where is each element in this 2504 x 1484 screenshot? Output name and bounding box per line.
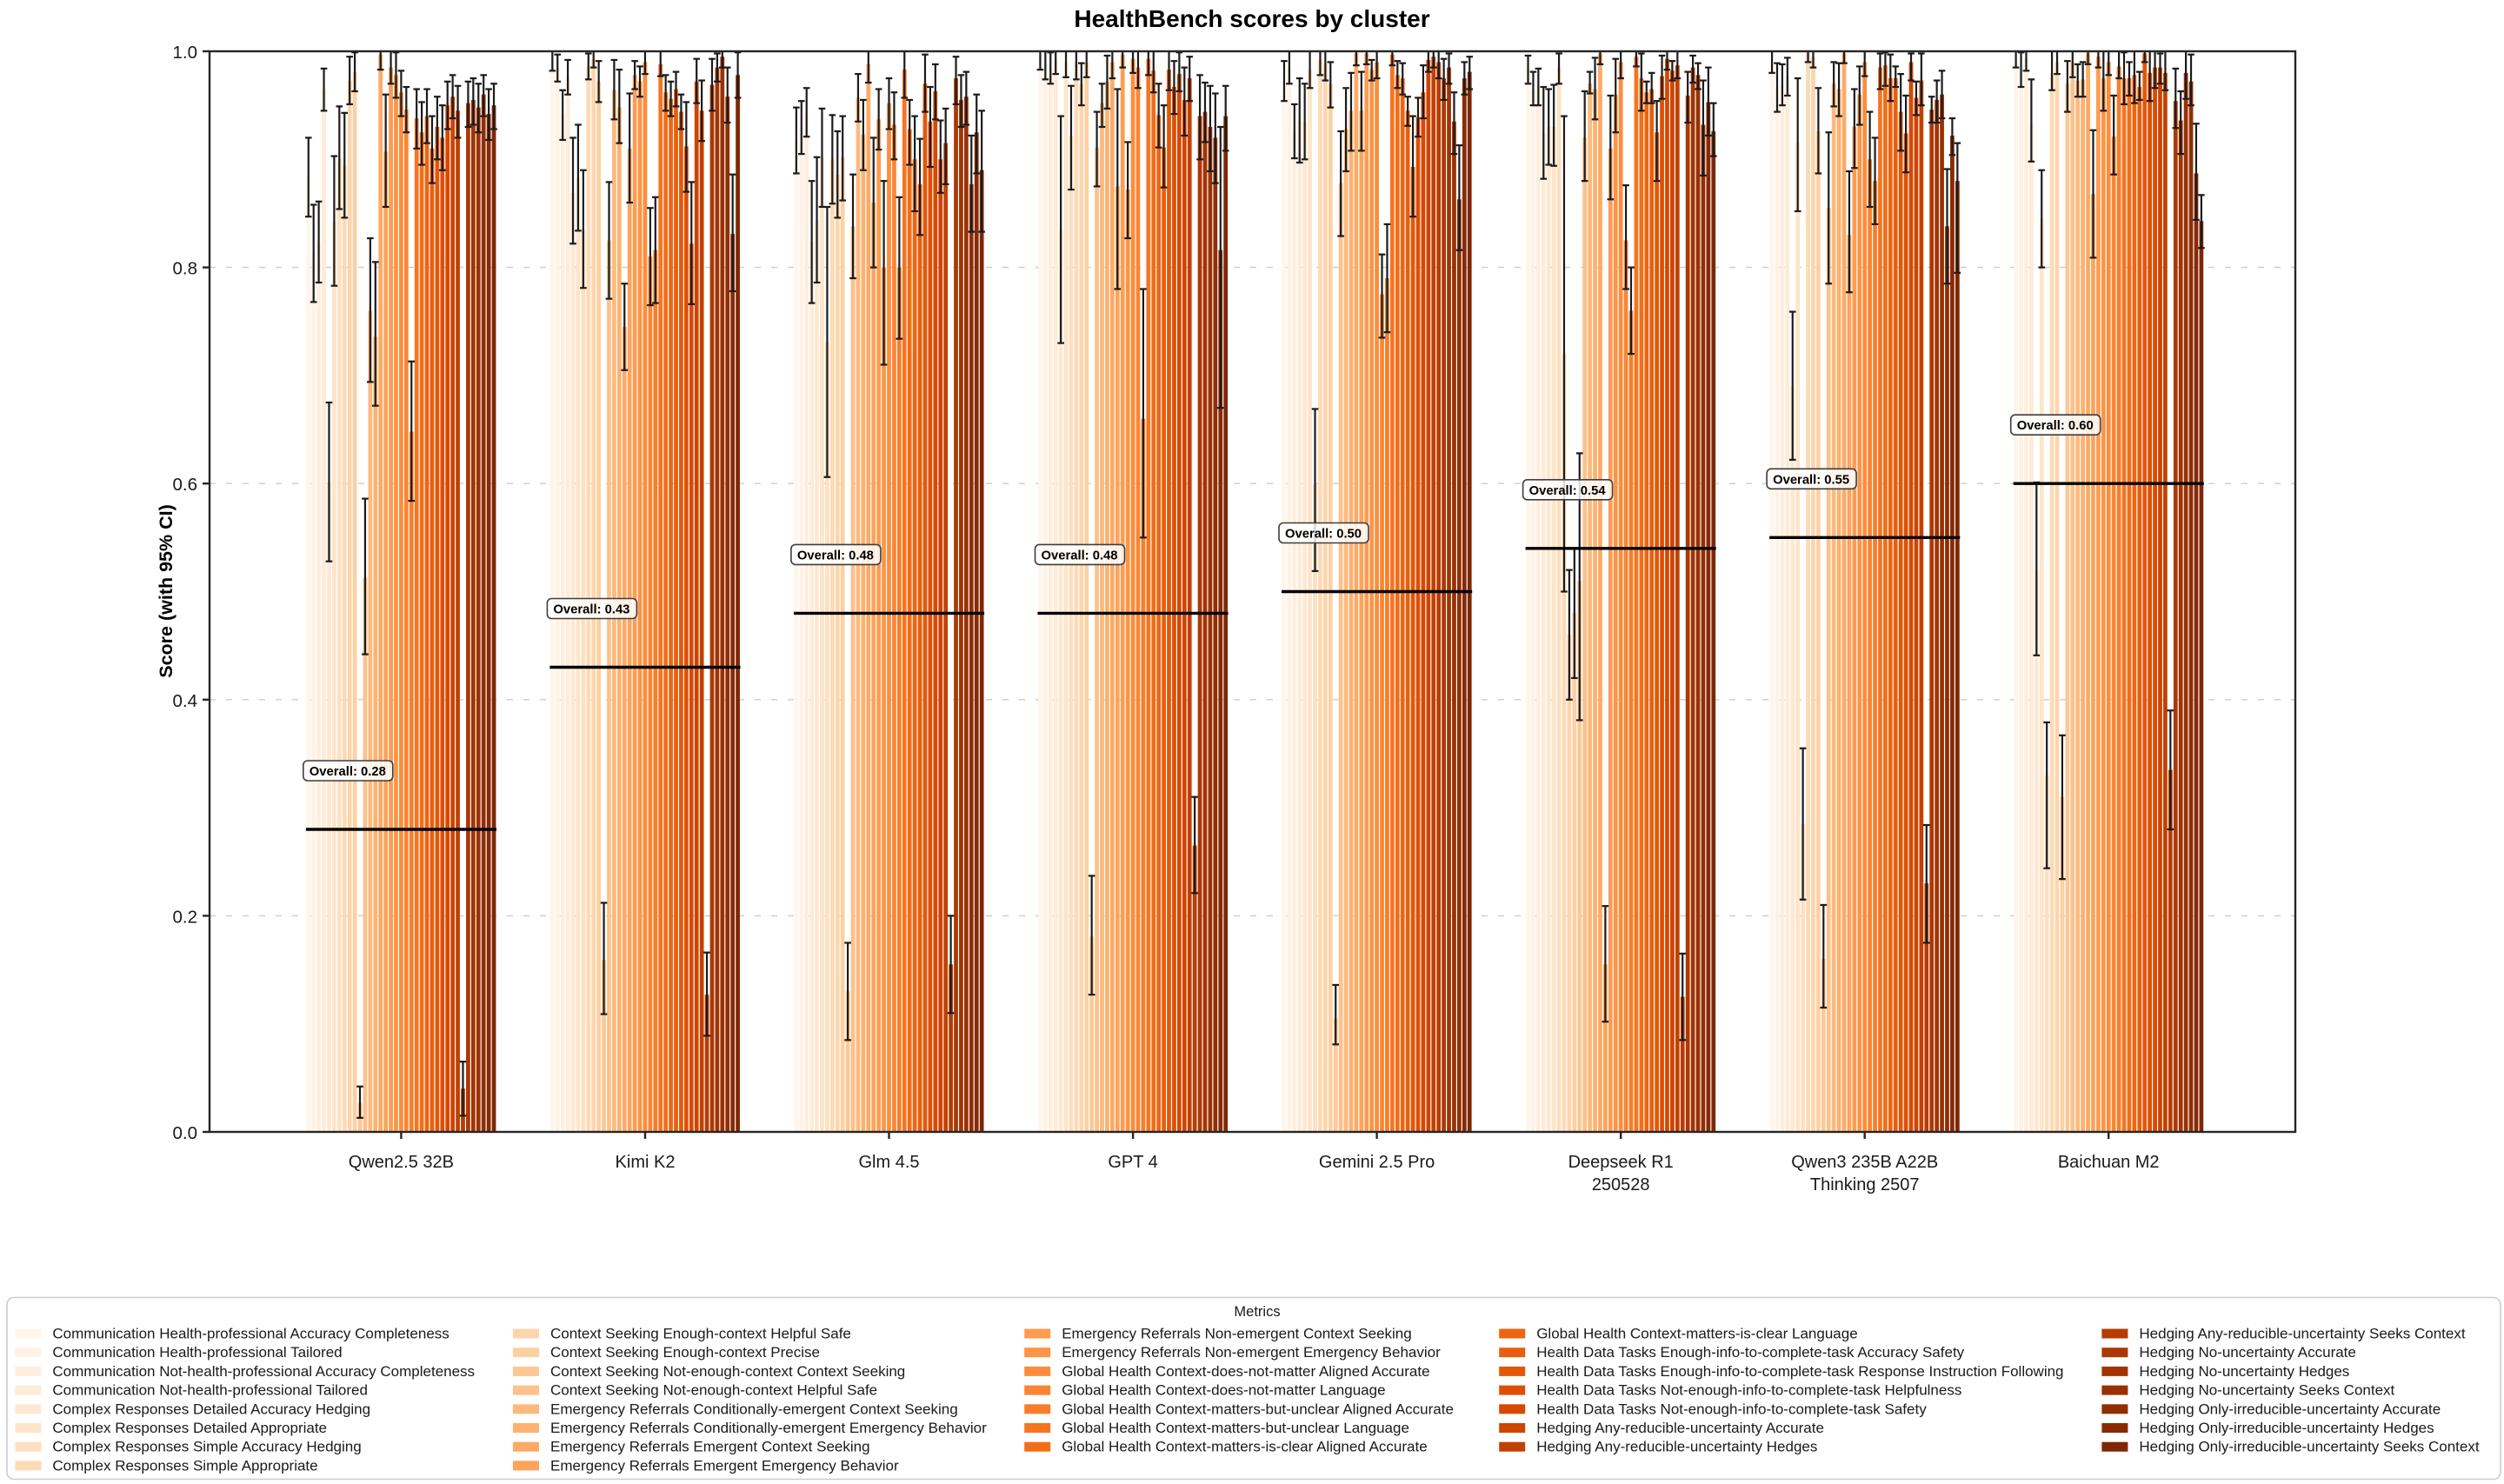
svg-text:Context Seeking Not-enough-con: Context Seeking Not-enough-context Helpf… (550, 1382, 877, 1399)
svg-text:Communication Health-professio: Communication Health-professional Tailor… (52, 1344, 342, 1361)
svg-text:Hedging No-uncertainty Accurat: Hedging No-uncertainty Accurate (2139, 1344, 2355, 1361)
svg-text:Overall: 0.55: Overall: 0.55 (1773, 473, 1849, 487)
svg-text:0.0: 0.0 (173, 1123, 198, 1143)
svg-text:Overall: 0.43: Overall: 0.43 (553, 603, 629, 617)
svg-text:Health Data Tasks Enough-info-: Health Data Tasks Enough-info-to-complet… (1536, 1344, 1964, 1361)
svg-text:Complex Responses Detailed App: Complex Responses Detailed Appropriate (52, 1420, 327, 1436)
svg-text:Emergency Referrals Conditiona: Emergency Referrals Conditionally-emerge… (550, 1401, 958, 1417)
svg-text:Hedging Only-irreducible-uncer: Hedging Only-irreducible-uncertainty Hed… (2139, 1420, 2434, 1436)
svg-text:Hedging Only-irreducible-uncer: Hedging Only-irreducible-uncertainty Acc… (2139, 1401, 2441, 1417)
svg-text:250528: 250528 (1592, 1175, 1650, 1195)
svg-text:Emergency Referrals Emergent E: Emergency Referrals Emergent Emergency B… (550, 1457, 899, 1474)
svg-text:Qwen2.5 32B: Qwen2.5 32B (349, 1153, 454, 1172)
svg-text:Baichuan M2: Baichuan M2 (2058, 1153, 2160, 1172)
svg-text:Complex Responses Simple Appro: Complex Responses Simple Appropriate (52, 1457, 317, 1474)
svg-text:Overall: 0.48: Overall: 0.48 (797, 549, 874, 562)
svg-text:Emergency Referrals Non-emerge: Emergency Referrals Non-emergent Emergen… (1062, 1344, 1441, 1361)
svg-text:Score (with 95% CI): Score (with 95% CI) (156, 504, 176, 678)
svg-text:0.2: 0.2 (173, 907, 198, 927)
svg-text:Emergency Referrals Non-emerge: Emergency Referrals Non-emergent Context… (1062, 1326, 1412, 1342)
svg-text:Health Data Tasks Enough-info-: Health Data Tasks Enough-info-to-complet… (1536, 1363, 2063, 1380)
svg-text:Qwen3 235B A22B: Qwen3 235B A22B (1791, 1153, 1938, 1172)
svg-text:Context Seeking Enough-context: Context Seeking Enough-context Helpful S… (550, 1326, 851, 1342)
svg-text:Overall: 0.28: Overall: 0.28 (310, 765, 386, 779)
svg-text:Emergency Referrals Conditiona: Emergency Referrals Conditionally-emerge… (550, 1420, 987, 1436)
svg-text:Health Data Tasks Not-enough-i: Health Data Tasks Not-enough-info-to-com… (1536, 1382, 1961, 1399)
svg-text:Hedging No-uncertainty Seeks C: Hedging No-uncertainty Seeks Context (2139, 1382, 2394, 1399)
svg-text:Complex Responses Detailed Acc: Complex Responses Detailed Accuracy Hedg… (52, 1401, 370, 1417)
svg-text:Communication Health-professio: Communication Health-professional Accura… (52, 1326, 449, 1342)
svg-text:GPT 4: GPT 4 (1108, 1153, 1157, 1172)
svg-text:Health Data Tasks Not-enough-i: Health Data Tasks Not-enough-info-to-com… (1536, 1401, 1927, 1417)
svg-text:Global Health Context-does-not: Global Health Context-does-not-matter La… (1062, 1382, 1385, 1399)
svg-text:Global Health Context-does-not: Global Health Context-does-not-matter Al… (1062, 1363, 1429, 1380)
svg-text:Complex Responses Simple Accur: Complex Responses Simple Accuracy Hedgin… (52, 1439, 361, 1455)
svg-text:Overall: 0.48: Overall: 0.48 (1042, 549, 1118, 562)
svg-text:Metrics: Metrics (1234, 1304, 1280, 1320)
svg-text:Kimi K2: Kimi K2 (616, 1153, 676, 1172)
svg-text:Global Health Context-matters-: Global Health Context-matters-but-unclea… (1062, 1420, 1409, 1436)
svg-text:0.6: 0.6 (173, 475, 198, 495)
svg-text:Emergency Referrals Emergent C: Emergency Referrals Emergent Context See… (550, 1439, 870, 1455)
svg-text:0.8: 0.8 (173, 259, 198, 279)
svg-text:Context Seeking Not-enough-con: Context Seeking Not-enough-context Conte… (550, 1363, 905, 1380)
svg-text:Overall: 0.50: Overall: 0.50 (1285, 528, 1362, 542)
svg-text:Context Seeking Enough-context: Context Seeking Enough-context Precise (550, 1344, 820, 1361)
svg-text:Thinking 2507: Thinking 2507 (1810, 1175, 1920, 1195)
svg-text:1.0: 1.0 (173, 43, 198, 63)
svg-text:Global Health Context-matters-: Global Health Context-matters-is-clear L… (1536, 1326, 1857, 1342)
svg-text:HealthBench scores by cluster: HealthBench scores by cluster (1074, 5, 1429, 32)
svg-text:Gemini 2.5 Pro: Gemini 2.5 Pro (1319, 1153, 1435, 1172)
svg-text:Communication Not-health-profe: Communication Not-health-professional Ac… (52, 1363, 475, 1380)
svg-text:Global Health Context-matters-: Global Health Context-matters-is-clear A… (1062, 1439, 1427, 1455)
svg-text:Overall: 0.54: Overall: 0.54 (1529, 484, 1607, 498)
svg-text:Deepseek R1: Deepseek R1 (1568, 1153, 1674, 1172)
svg-text:Global Health Context-matters-: Global Health Context-matters-but-unclea… (1062, 1401, 1454, 1417)
svg-text:Hedging Only-irreducible-uncer: Hedging Only-irreducible-uncertainty See… (2139, 1439, 2479, 1455)
svg-text:0.4: 0.4 (173, 691, 198, 711)
svg-text:Glm 4.5: Glm 4.5 (858, 1153, 919, 1172)
svg-text:Hedging Any-reducible-uncertai: Hedging Any-reducible-uncertainty Seeks … (2139, 1326, 2465, 1342)
svg-text:Hedging Any-reducible-uncertai: Hedging Any-reducible-uncertainty Accura… (1536, 1420, 1824, 1436)
svg-text:Hedging No-uncertainty Hedges: Hedging No-uncertainty Hedges (2139, 1363, 2349, 1380)
svg-text:Hedging Any-reducible-uncertai: Hedging Any-reducible-uncertainty Hedges (1536, 1439, 1817, 1455)
svg-text:Overall: 0.60: Overall: 0.60 (2017, 419, 2094, 433)
svg-text:Communication Not-health-profe: Communication Not-health-professional Ta… (52, 1382, 368, 1399)
